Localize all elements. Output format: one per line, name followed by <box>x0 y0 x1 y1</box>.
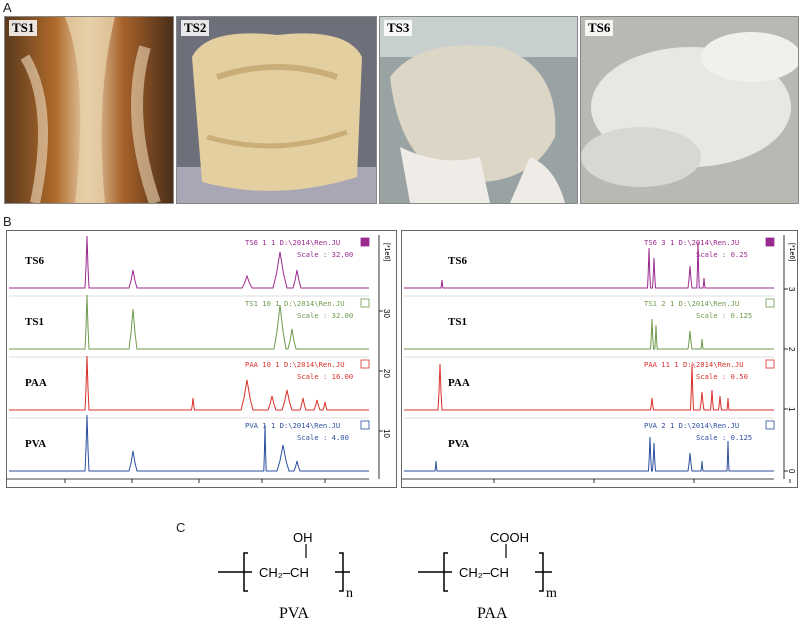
photo-ts1: TS1 <box>4 16 174 204</box>
paa-structure: COOH CH₂–CH m PAA <box>418 530 557 622</box>
paa-subscript: m <box>546 586 557 601</box>
spectrum-trace-paa <box>9 355 369 411</box>
row-scale-ts6: Scale : 32.00 <box>297 250 353 259</box>
pva-backbone: CH₂–CH <box>259 565 309 580</box>
photo-ts2-label: TS2 <box>181 20 210 36</box>
row-title-pva: PVA 1 1 D:\2014\Ren.JU <box>245 421 340 430</box>
photo-ts2: TS2 <box>176 16 377 204</box>
y-axis-unit: [*1e6] <box>788 243 795 261</box>
row-marker-paa <box>765 359 775 369</box>
panel-label-b: B <box>3 214 12 229</box>
row-label-ts6: TS6 <box>448 255 467 267</box>
panel-label-a: A <box>3 0 12 15</box>
y-tick-label: 30 <box>382 309 391 318</box>
row-marker-ts1 <box>765 298 775 308</box>
photo-ts6-label: TS6 <box>585 20 614 36</box>
row-marker-pva <box>765 420 775 430</box>
row-scale-pva: Scale : 0.125 <box>696 433 752 442</box>
row-marker-ts6 <box>765 237 775 247</box>
h-nmr-plot: TS6 TS6 1 1 D:\2014\Ren.JU Scale : 32.00 TS… <box>7 235 391 483</box>
spectrum-trace-ts1 <box>9 294 369 350</box>
c-nmr-spectrum: TS6 TS6 3 1 D:\2014\Ren.JU Scale : 0.25 TS1… <box>401 230 798 488</box>
photo-ts6: TS6 <box>580 16 799 204</box>
c-nmr-plot: TS6 TS6 3 1 D:\2014\Ren.JU Scale : 0.25 TS1… <box>402 235 796 483</box>
y-tick-label: 0 <box>787 469 796 474</box>
spectrum-trace-pva <box>9 414 369 472</box>
row-label-ts1: TS1 <box>25 316 44 328</box>
row-title-ts1: TS1 10 1 D:\2014\Ren.JU <box>245 299 345 308</box>
row-title-paa: PAA 11 1 D:\2014\Ren.JU <box>644 360 744 369</box>
row-title-ts6: TS6 1 1 D:\2014\Ren.JU <box>245 238 340 247</box>
y-tick-label: 20 <box>382 369 391 378</box>
row-marker-pva <box>360 420 370 430</box>
y-tick-label: 2 <box>787 347 796 352</box>
panel-label-c: C <box>176 520 186 535</box>
photo-ts1-image <box>5 17 173 203</box>
y-tick-label: 3 <box>787 287 796 292</box>
row-label-pva: PVA <box>25 438 46 450</box>
photo-ts2-image <box>177 17 376 203</box>
row-title-paa: PAA 10 1 D:\2014\Ren.JU <box>245 360 345 369</box>
row-label-ts6: TS6 <box>25 255 44 267</box>
row-label-paa: PAA <box>25 377 47 389</box>
h-nmr-spectrum: TS6 TS6 1 1 D:\2014\Ren.JU Scale : 32.00 TS… <box>6 230 397 488</box>
row-title-ts1: TS1 2 1 D:\2014\Ren.JU <box>644 299 739 308</box>
row-title-pva: PVA 2 1 D:\2014\Ren.JU <box>644 421 739 430</box>
spectrum-trace-paa <box>404 363 774 411</box>
row-marker-ts6 <box>360 237 370 247</box>
row-marker-ts1 <box>360 298 370 308</box>
row-scale-pva: Scale : 4.00 <box>297 433 349 442</box>
photo-ts6-image <box>581 17 798 203</box>
spectrum-trace-ts6 <box>9 235 369 289</box>
row-title-ts6: TS6 3 1 D:\2014\Ren.JU <box>644 238 739 247</box>
y-tick-label: 1 <box>787 407 796 412</box>
row-scale-paa: Scale : 16.00 <box>297 372 353 381</box>
row-marker-paa <box>360 359 370 369</box>
photo-ts3: TS3 <box>379 16 578 204</box>
row-label-pva: PVA <box>448 438 469 450</box>
y-axis-unit: [*1e6] <box>383 243 390 261</box>
row-label-ts1: TS1 <box>448 316 467 328</box>
paa-backbone: CH₂–CH <box>459 565 509 580</box>
spectrum-trace-pva <box>404 436 774 472</box>
y-tick-label: 10 <box>382 429 391 438</box>
photo-ts3-image <box>380 17 577 203</box>
photo-ts3-label: TS3 <box>384 20 413 36</box>
pva-subscript: n <box>346 586 353 601</box>
row-scale-paa: Scale : 0.50 <box>696 372 748 381</box>
pva-oh-label: OH <box>293 530 313 545</box>
spectrum-trace-ts1 <box>404 318 774 350</box>
chemical-structures: OH CH₂–CH n PVA COOH CH₂–CH m PAA <box>218 530 557 622</box>
photo-ts1-label: TS1 <box>9 20 38 36</box>
pva-structure: OH CH₂–CH n PVA <box>218 530 353 622</box>
row-label-paa: PAA <box>448 377 470 389</box>
paa-cooh-label: COOH <box>490 530 529 545</box>
spectrum-trace-ts6 <box>404 241 774 289</box>
paa-name: PAA <box>477 605 508 622</box>
pva-name: PVA <box>279 605 309 622</box>
row-scale-ts1: Scale : 0.125 <box>696 311 752 320</box>
row-scale-ts6: Scale : 0.25 <box>696 250 748 259</box>
row-scale-ts1: Scale : 32.00 <box>297 311 353 320</box>
